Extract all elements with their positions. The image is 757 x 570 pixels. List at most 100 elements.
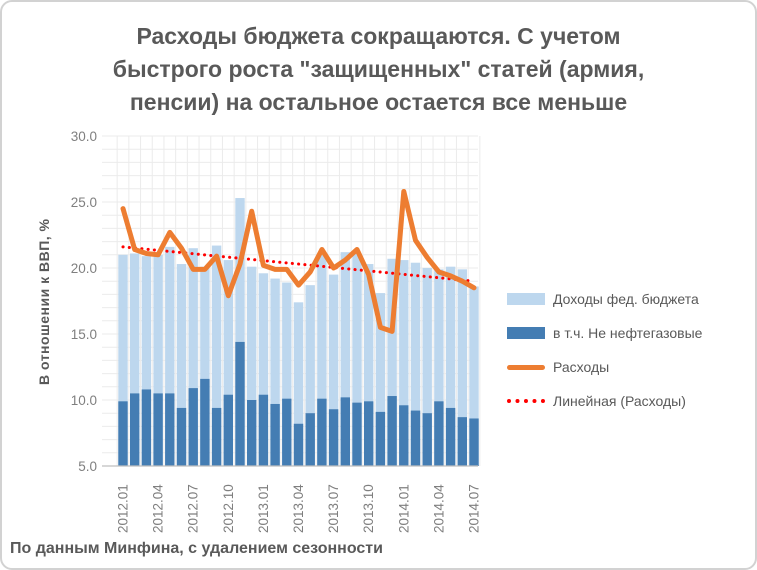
nonoil-bar (211, 407, 222, 466)
revenue-bar (364, 264, 374, 466)
revenue-bar (282, 282, 292, 466)
revenue-bar (340, 252, 350, 466)
nonoil-bar (188, 388, 198, 466)
expenses-line (120, 188, 477, 334)
nonoil-bar (118, 401, 128, 466)
x-tick-label: 2014.04 (431, 484, 446, 533)
nonoil-swatch-icon (507, 327, 545, 339)
nonoil-bar (399, 405, 409, 466)
nonoil-bar (364, 401, 374, 466)
x-tick-label: 2013.07 (326, 484, 341, 533)
trend-swatch-icon (507, 399, 545, 403)
nonoil-bar (130, 393, 140, 466)
nonoil-bar (422, 413, 432, 466)
nonoil-bars (118, 341, 479, 466)
x-tick-label: 2012.01 (116, 484, 131, 533)
x-tick-label: 2012.10 (221, 484, 236, 533)
revenue-bar (235, 198, 245, 467)
nonoil-bar (352, 402, 362, 466)
x-tick-label: 2012.04 (151, 484, 166, 533)
x-tick-label: 2014.07 (467, 484, 482, 533)
revenue-bar (328, 274, 339, 466)
y-tick-label: 10.0 (71, 393, 97, 408)
revenue-bar (270, 278, 280, 466)
revenue-swatch-icon (507, 293, 545, 305)
x-tick-label: 2013.04 (291, 484, 306, 533)
y-tick-label: 20.0 (71, 261, 97, 276)
revenue-bar (445, 266, 456, 466)
revenue-bar (399, 260, 409, 466)
revenue-bar (387, 258, 397, 466)
nonoil-bar (305, 413, 315, 466)
revenue-bar (130, 253, 140, 466)
revenue-bar (469, 286, 479, 466)
revenue-bar (200, 266, 210, 466)
revenue-bar (247, 266, 257, 466)
revenue-bar (317, 253, 327, 466)
revenue-bar (258, 273, 269, 466)
nonoil-bar (223, 394, 233, 466)
nonoil-bar (293, 423, 304, 466)
revenue-bar (141, 256, 152, 466)
nonoil-bar (200, 378, 210, 466)
revenue-bar (375, 293, 386, 466)
nonoil-bar (165, 393, 175, 466)
revenue-bar (422, 268, 432, 466)
y-tick-labels: 30.0 25.0 20.0 15.0 10.0 5.0 (71, 129, 97, 474)
nonoil-bar (340, 397, 350, 466)
legend-item-revenue: Доходы фед. бюджета (507, 282, 752, 316)
revenue-bar (153, 254, 163, 466)
x-tick-label: 2013.01 (256, 484, 271, 533)
nonoil-bar (410, 410, 421, 466)
nonoil-bar (141, 389, 152, 466)
legend-label: Расходы (553, 359, 610, 375)
revenue-bar (211, 245, 222, 466)
revenue-bar (352, 253, 362, 466)
x-tick-labels: 2012.01 2012.04 2012.07 2012.10 2013.01 2013.… (116, 484, 482, 533)
revenue-bar (293, 302, 304, 466)
nonoil-bar (176, 407, 187, 466)
nonoil-bar (282, 398, 292, 466)
revenue-bar (165, 246, 175, 466)
y-tick-label: 5.0 (78, 459, 97, 474)
legend-item-expenses: Расходы (507, 350, 752, 384)
legend-label: в т.ч. Не нефтегазовые (553, 325, 703, 341)
y-tick-label: 15.0 (71, 327, 97, 342)
legend-item-nonoil: в т.ч. Не нефтегазовые (507, 316, 752, 350)
nonoil-bar (328, 409, 339, 466)
nonoil-bar (445, 407, 456, 466)
trend-line (121, 245, 476, 283)
y-tick-label: 30.0 (71, 129, 97, 144)
x-tick-label: 2013.10 (361, 484, 376, 533)
nonoil-bar (457, 417, 467, 466)
revenue-bar (188, 248, 198, 466)
nonoil-bar (317, 398, 327, 466)
legend-label: Линейная (Расходы) (553, 393, 686, 409)
revenue-bar (410, 262, 421, 466)
legend-label: Доходы фед. бюджета (553, 291, 699, 307)
source-note: По данным Минфина, с удалением сезонност… (10, 540, 383, 557)
nonoil-bar (387, 396, 397, 466)
nonoil-bar (375, 411, 386, 466)
nonoil-bar (235, 341, 245, 466)
revenue-bars (118, 198, 479, 467)
chart-title: Расходы бюджета сокращаются. С учетом бы… (112, 23, 645, 115)
revenue-bar (434, 269, 444, 466)
legend: Доходы фед. бюджета в т.ч. Не нефтегазов… (507, 282, 752, 418)
revenue-bar (305, 285, 315, 466)
y-tick-label: 25.0 (71, 195, 97, 210)
legend-item-trend: Линейная (Расходы) (507, 384, 752, 418)
nonoil-bar (270, 403, 280, 466)
nonoil-bar (258, 394, 269, 466)
x-tick-label: 2012.07 (186, 484, 201, 533)
revenue-bar (118, 254, 128, 466)
nonoil-bar (434, 401, 444, 466)
revenue-bar (223, 260, 233, 466)
nonoil-bar (153, 393, 163, 466)
expenses-swatch-icon (507, 364, 545, 370)
nonoil-bar (247, 400, 257, 466)
revenue-bar (457, 269, 467, 466)
revenue-bar (176, 264, 187, 466)
